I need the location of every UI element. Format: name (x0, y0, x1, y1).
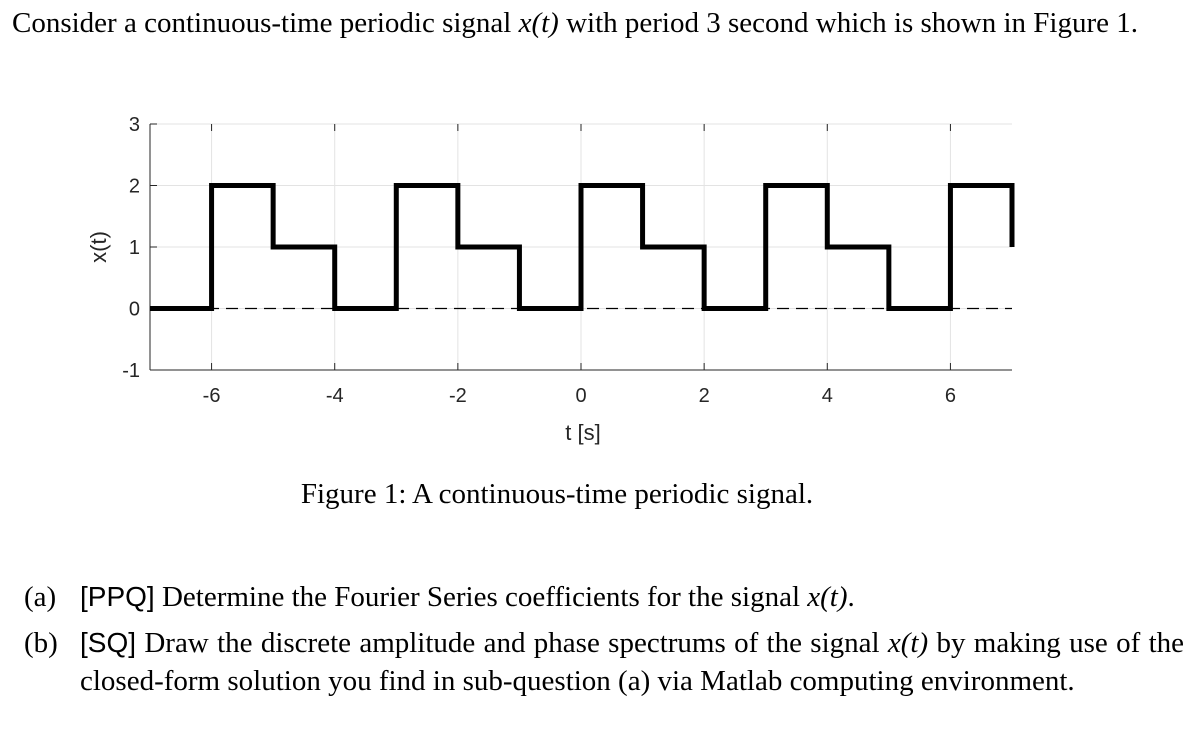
x-tick-label: 0 (575, 385, 586, 407)
question-tag: [SQ] (80, 627, 137, 658)
y-axis-label: x(t) (86, 231, 111, 263)
question-text: Draw the discrete amplitude and phase sp… (136, 627, 888, 659)
y-tick-label: 0 (129, 299, 140, 321)
x-tick-label: -4 (326, 385, 344, 407)
signal-symbol: x(t) (518, 7, 559, 39)
intro-paragraph: Consider a continuous-time periodic sign… (12, 4, 1184, 43)
question-math: x(t) (887, 627, 929, 659)
question-label: (a) (24, 581, 57, 613)
x-tick-label: -2 (449, 385, 467, 407)
question-math: x(t) (807, 581, 848, 613)
figure-caption: Figure 1: A continuous-time periodic sig… (300, 478, 814, 510)
y-tick-label: 3 (129, 114, 140, 136)
chart-ticks: -6 -4 -2 0 2 4 6 -1 0 1 2 3 (122, 114, 956, 407)
signal-series-line (150, 183, 1015, 311)
x-tick-label: 6 (945, 385, 956, 407)
question-text: Determine the Fourier Series coefficient… (154, 581, 808, 613)
y-tick-label: -1 (122, 360, 140, 382)
question-a: (a) [PPQ] Determine the Fourier Series c… (24, 578, 1184, 616)
x-tick-label: 2 (699, 385, 710, 407)
intro-text-1: Consider a continuous-time periodic sign… (12, 7, 519, 39)
question-label: (b) (24, 627, 58, 659)
x-axis-label: t [s] (565, 420, 600, 445)
y-tick-label: 1 (129, 237, 140, 259)
question-text-end: by making use of the closed-form solutio… (80, 627, 1184, 697)
intro-text-2: with period 3 second which is shown in F… (558, 7, 1138, 39)
question-body: [SQ] Draw the discrete amplitude and pha… (80, 624, 1184, 700)
x-tick-label: 4 (822, 385, 833, 407)
question-b: (b) [SQ] Draw the discrete amplitude and… (24, 624, 1184, 700)
questions-list: (a) [PPQ] Determine the Fourier Series c… (24, 578, 1184, 708)
x-tick-label: -6 (203, 385, 221, 407)
signal-chart: -6 -4 -2 0 2 4 6 -1 0 1 2 3 t [s] x(t) (86, 114, 1015, 445)
y-tick-label: 2 (129, 176, 140, 198)
question-tag: [PPQ] (80, 581, 155, 612)
question-text-end: . (847, 581, 855, 613)
question-body: [PPQ] Determine the Fourier Series coeff… (80, 578, 1184, 616)
